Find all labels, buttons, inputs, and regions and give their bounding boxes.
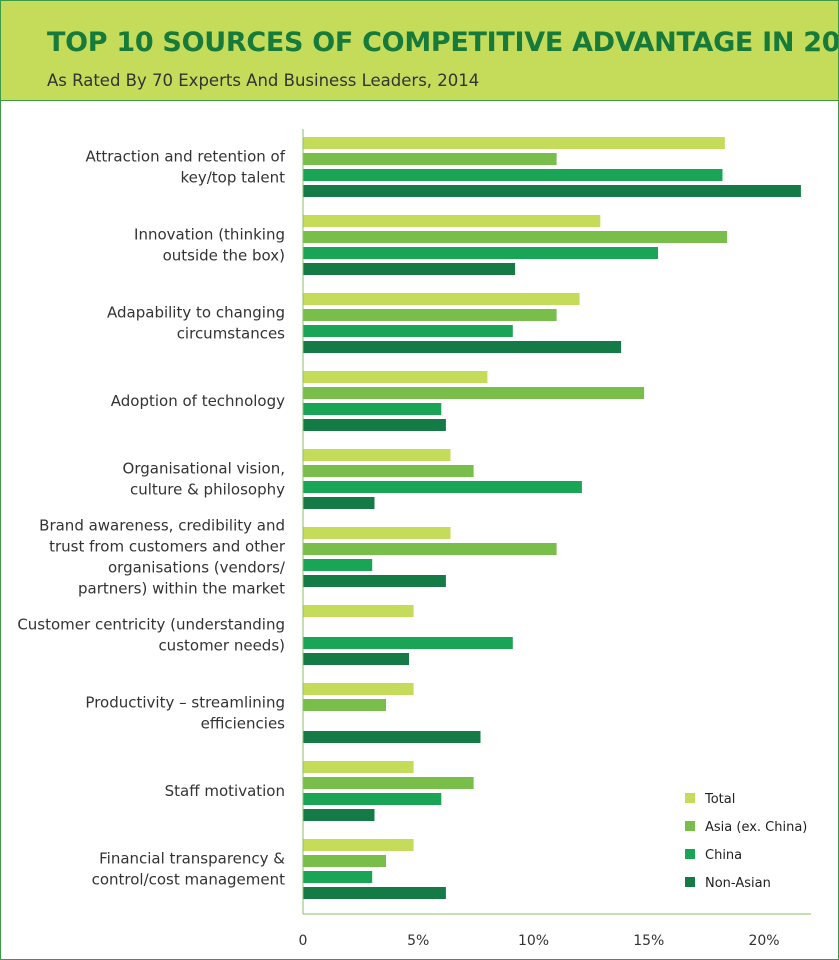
bar bbox=[303, 341, 622, 353]
category-label: Adoption of technology bbox=[111, 392, 285, 410]
category-label: Financial transparency & bbox=[99, 850, 285, 868]
bar bbox=[303, 761, 414, 773]
x-tick-label: 20% bbox=[748, 933, 779, 949]
bar bbox=[303, 325, 513, 337]
bar bbox=[303, 293, 580, 305]
category-label: Staff motivation bbox=[165, 782, 285, 800]
bar bbox=[303, 527, 451, 539]
bar bbox=[303, 871, 373, 883]
category-label: control/cost management bbox=[92, 871, 286, 889]
bar bbox=[303, 543, 557, 555]
bar bbox=[303, 699, 386, 711]
bar bbox=[303, 887, 446, 899]
bar bbox=[303, 309, 557, 321]
category-label: trust from customers and other bbox=[49, 538, 286, 556]
legend-label: Non-Asian bbox=[705, 876, 771, 891]
category-label: Brand awareness, credibility and bbox=[39, 517, 285, 535]
bar bbox=[303, 137, 725, 149]
x-tick-label: 15% bbox=[633, 933, 664, 949]
category-label: outside the box) bbox=[163, 247, 285, 265]
bar bbox=[303, 153, 557, 165]
legend-label: Asia (ex. China) bbox=[705, 820, 807, 835]
header-band: TOP 10 SOURCES OF COMPETITIVE ADVANTAGE … bbox=[1, 1, 838, 101]
legend-label: China bbox=[705, 848, 742, 863]
bar bbox=[303, 449, 451, 461]
bar bbox=[303, 653, 409, 665]
bar bbox=[303, 169, 723, 181]
category-label: Innovation (thinking bbox=[134, 226, 285, 244]
bar bbox=[303, 793, 442, 805]
bar bbox=[303, 683, 414, 695]
bar bbox=[303, 809, 375, 821]
legend-label: Total bbox=[704, 792, 735, 807]
bar bbox=[303, 777, 474, 789]
bar bbox=[303, 247, 658, 259]
bar bbox=[303, 855, 386, 867]
bar bbox=[303, 387, 645, 399]
x-tick-label: 5% bbox=[407, 933, 429, 949]
chart-title: TOP 10 SOURCES OF COMPETITIVE ADVANTAGE … bbox=[47, 27, 839, 58]
category-label: Organisational vision, bbox=[123, 460, 285, 478]
category-label: Adapability to changing bbox=[107, 304, 285, 322]
bar bbox=[303, 371, 488, 383]
legend-swatch bbox=[685, 877, 695, 887]
category-label: circumstances bbox=[177, 325, 285, 343]
bar bbox=[303, 185, 801, 197]
bar bbox=[303, 419, 446, 431]
category-label: key/top talent bbox=[180, 169, 285, 187]
bar bbox=[303, 215, 601, 227]
bar bbox=[303, 481, 582, 493]
category-label: customer needs) bbox=[158, 637, 285, 655]
category-label: culture & philosophy bbox=[130, 481, 285, 499]
bar bbox=[303, 263, 516, 275]
category-label: Customer centricity (understanding bbox=[17, 616, 285, 634]
bar bbox=[303, 605, 414, 617]
bar bbox=[303, 559, 373, 571]
bar bbox=[303, 403, 442, 415]
category-label: partners) within the market bbox=[78, 580, 285, 598]
bar bbox=[303, 575, 446, 587]
bar bbox=[303, 839, 414, 851]
bar bbox=[303, 465, 474, 477]
category-label: Attraction and retention of bbox=[86, 148, 286, 166]
legend-swatch bbox=[685, 821, 695, 831]
category-label: organisations (vendors/ bbox=[108, 559, 286, 577]
category-label: Productivity – streamlining bbox=[85, 694, 285, 712]
legend-swatch bbox=[685, 849, 695, 859]
bar bbox=[303, 731, 481, 743]
bar bbox=[303, 637, 513, 649]
x-tick-label: 0 bbox=[299, 933, 308, 949]
bar bbox=[303, 497, 375, 509]
x-tick-label: 10% bbox=[518, 933, 549, 949]
bar bbox=[303, 231, 728, 243]
chart-subtitle: As Rated By 70 Experts And Business Lead… bbox=[47, 71, 480, 90]
category-label: efficiencies bbox=[201, 715, 286, 733]
legend-swatch bbox=[685, 793, 695, 803]
